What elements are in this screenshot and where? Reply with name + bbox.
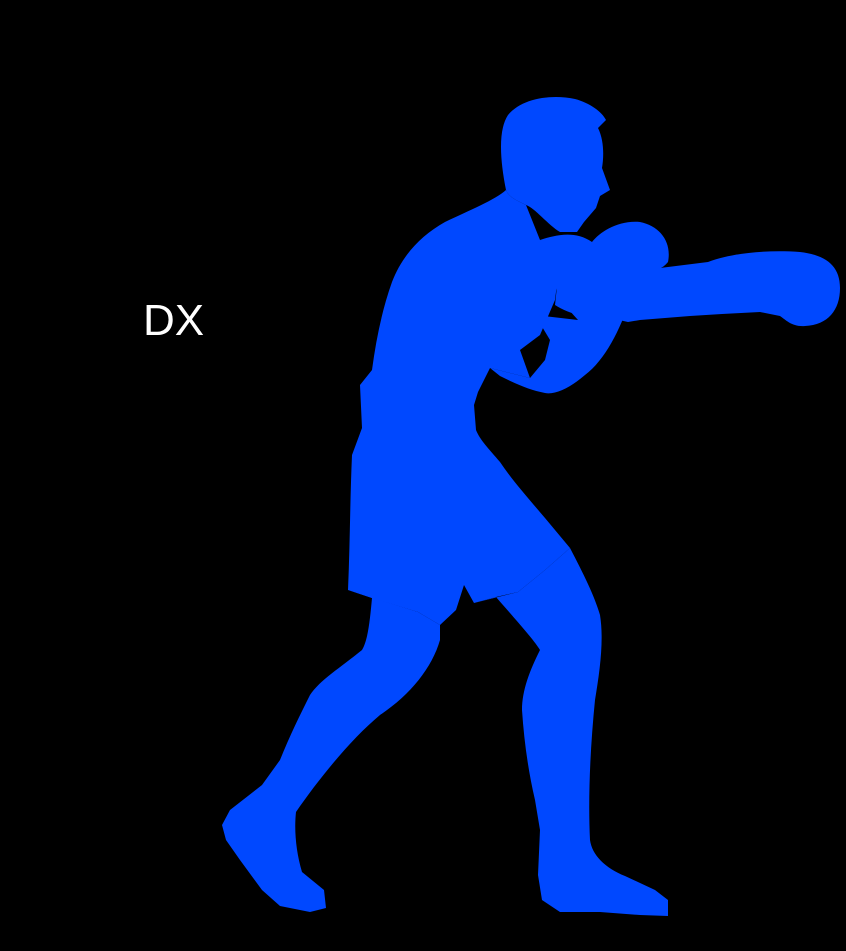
dx-label: DX xyxy=(143,296,205,345)
head-shape xyxy=(501,96,610,232)
rear-leg-shape xyxy=(222,590,440,912)
jab-arm-shape xyxy=(555,251,840,327)
silhouette-group xyxy=(222,96,840,916)
torso-shape xyxy=(348,190,570,625)
front-leg-shape xyxy=(474,548,668,916)
